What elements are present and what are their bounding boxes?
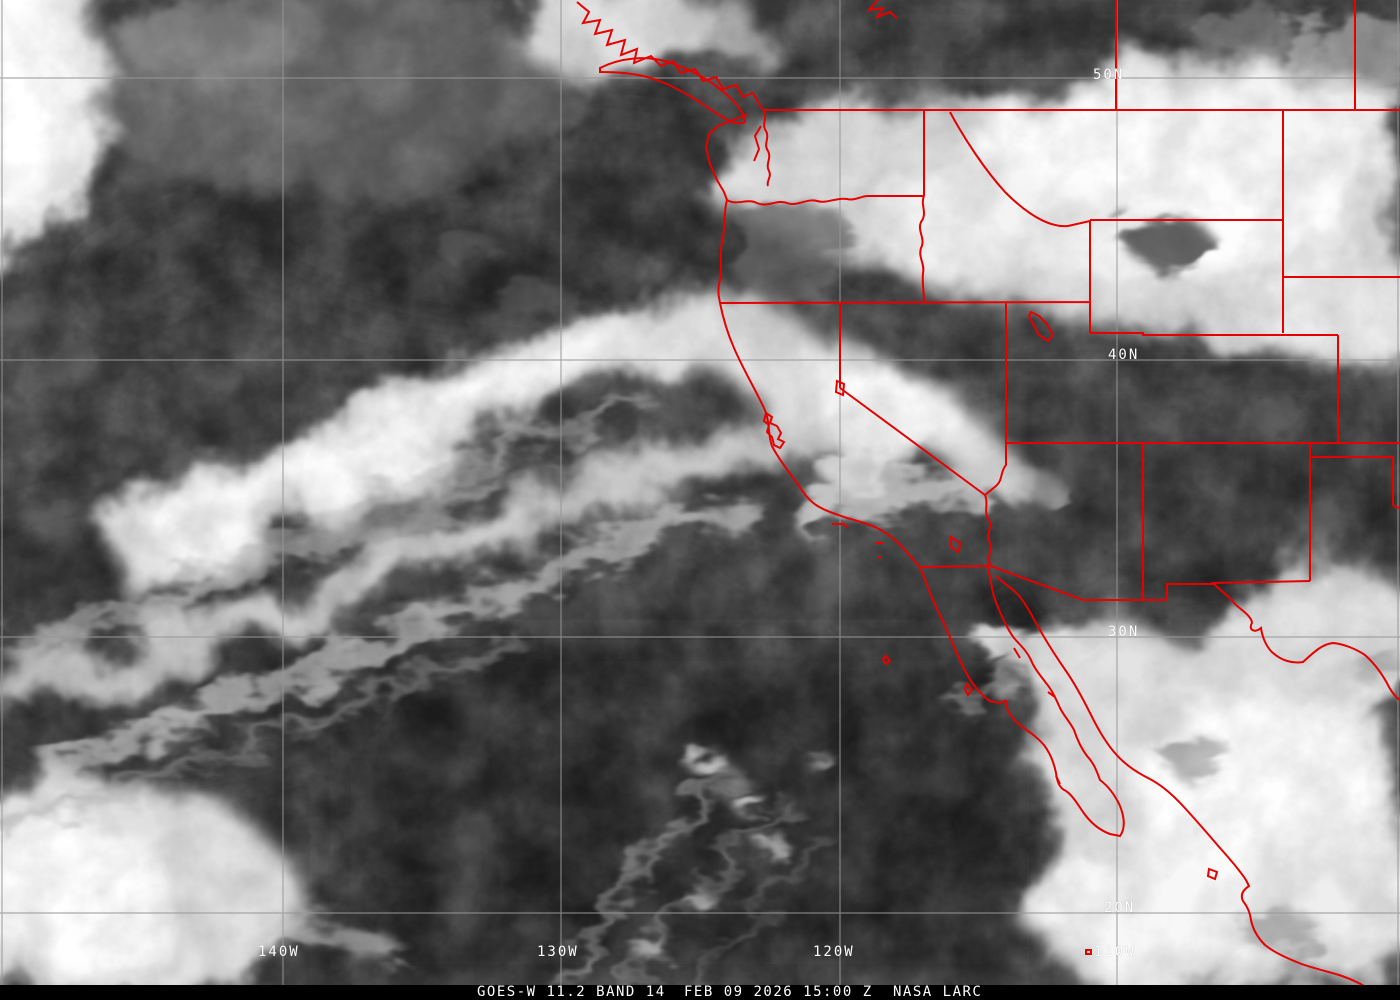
us-mexico-border [919, 564, 1213, 601]
cedros-island [963, 682, 974, 697]
columbia-river-border [726, 195, 924, 206]
latitude-label-30n: 30N [1108, 624, 1140, 640]
rio-grande-border [1210, 504, 1400, 701]
bc-coastline [576, 0, 898, 111]
washington-coastline [704, 113, 749, 201]
oregon-coastline [717, 199, 728, 304]
latitude-label-40n: 40N [1108, 347, 1140, 363]
puget-sound-outline [753, 110, 771, 187]
baja-california-outline [919, 566, 1125, 838]
state-borders [719, 0, 1400, 600]
snake-river-border [919, 195, 925, 303]
longitude-label-110w: 110W [1094, 944, 1136, 960]
caption-timestamp: FEB 09 2026 15:00 Z [684, 984, 873, 1000]
longitude-label-120w: 120W [813, 944, 855, 960]
caption-product-label: GOES-W 11.2 BAND 14 [477, 984, 666, 1000]
socorro-island [1085, 949, 1092, 955]
vancouver-island-outline [599, 57, 747, 125]
mexico-coastline [995, 575, 1371, 991]
longitude-label-140w: 140W [258, 944, 300, 960]
mexican-lake-outline [1206, 867, 1219, 881]
guadalupe-island [881, 654, 892, 666]
boundary-overlay [576, 0, 1400, 991]
lake-tahoe-outline [834, 379, 846, 397]
great-salt-lake-outline [1027, 310, 1055, 343]
idaho-montana-border [949, 111, 1091, 228]
caption-credit-label: NASA LARC [893, 984, 983, 1000]
caption-bar: GOES-W 11.2 BAND 14 FEB 09 2026 15:00 Z … [0, 985, 1400, 1000]
gulf-islands [1013, 647, 1061, 785]
longitude-label-130w: 130W [537, 944, 579, 960]
sf-bay-outline [762, 411, 786, 450]
latitude-label-20n: 20N [1104, 900, 1136, 916]
california-coastline [719, 302, 921, 568]
colorado-river-border [983, 443, 1007, 568]
latitude-label-50n: 50N [1093, 67, 1125, 83]
salton-sea-outline [950, 535, 962, 554]
channel-islands [832, 523, 883, 558]
